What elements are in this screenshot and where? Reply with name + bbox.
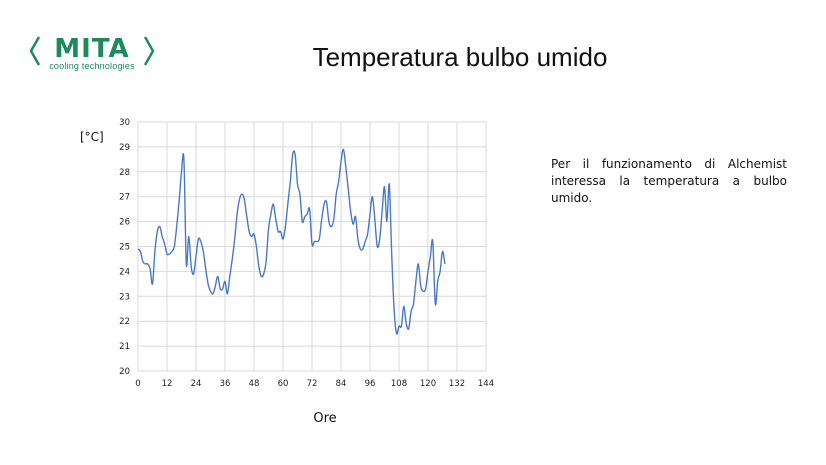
- y-tick-label: 29: [119, 143, 130, 153]
- x-tick-label: 132: [449, 379, 465, 389]
- y-tick-label: 23: [119, 292, 130, 302]
- y-tick-label: 25: [119, 243, 130, 253]
- logo-wordmark: MITA: [54, 34, 130, 64]
- y-tick-label: 30: [119, 118, 130, 128]
- y-tick-label: 26: [119, 218, 130, 228]
- x-tick-label: 96: [365, 379, 376, 389]
- y-tick-labels: 20 21 22 23 24 25 26 27 28 29 30: [119, 118, 130, 377]
- mita-logo: MITA cooling technologies: [26, 34, 158, 74]
- x-tick-label: 0: [135, 379, 140, 389]
- y-tick-label: 21: [119, 342, 130, 352]
- temperature-series-line: [137, 148, 446, 335]
- x-tick-label: 144: [478, 379, 494, 389]
- x-tick-label: 120: [420, 379, 436, 389]
- chart-grid: [137, 121, 487, 372]
- x-axis-label: Ore: [313, 411, 336, 426]
- series-layer: [137, 148, 446, 335]
- slide-note: Per il funzionamento di Alchemist intere…: [551, 157, 787, 205]
- y-tick-label: 20: [119, 367, 130, 377]
- x-tick-label: 36: [220, 379, 231, 389]
- x-tick-labels: 0 12 24 36 48 60 72 84 96 108 120 132 144: [135, 379, 494, 389]
- x-tick-label: 12: [162, 379, 173, 389]
- logo-brackets: [29, 36, 155, 66]
- x-tick-label: 108: [391, 379, 407, 389]
- y-axis-label: [°C]: [80, 130, 104, 144]
- y-tick-label: 24: [119, 267, 130, 277]
- x-tick-label: 72: [307, 379, 318, 389]
- x-tick-label: 84: [336, 379, 347, 389]
- x-tick-label: 48: [249, 379, 260, 389]
- logo-tagline: cooling technologies: [49, 61, 135, 71]
- x-tick-label: 60: [278, 379, 289, 389]
- y-tick-label: 27: [119, 193, 130, 203]
- y-tick-label: 22: [119, 317, 130, 327]
- y-tick-label: 28: [119, 168, 130, 178]
- slide-title: Temperatura bulbo umido: [312, 42, 608, 72]
- x-tick-label: 24: [191, 379, 202, 389]
